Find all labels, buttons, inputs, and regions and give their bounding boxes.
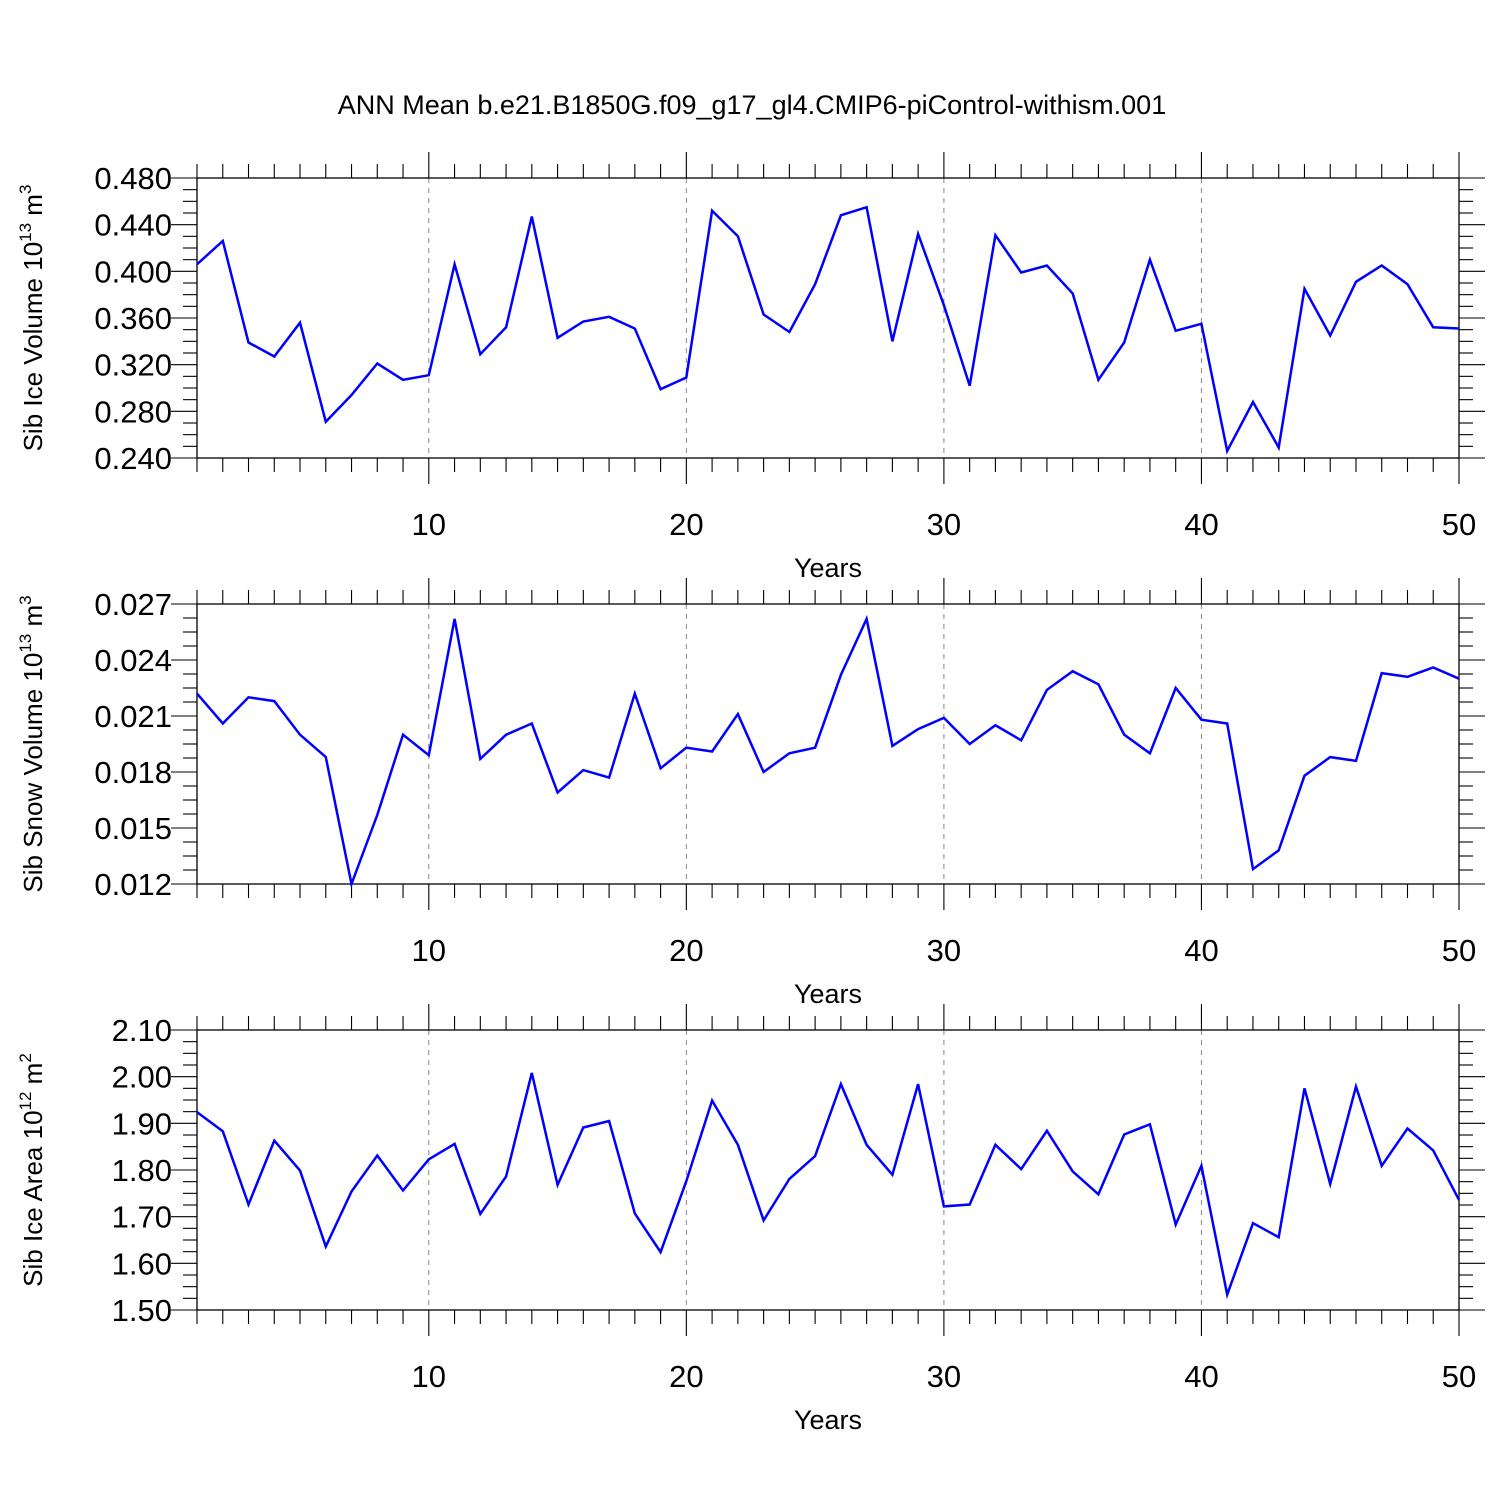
series-line (196, 1072, 1461, 1300)
x-tick-label: 50 (1442, 933, 1476, 968)
figure-title: ANN Mean b.e21.B1850G.f09_g17_gl4.CMIP6-… (338, 90, 1166, 120)
x-tick-label: 50 (1442, 507, 1476, 542)
x-axis-label: Years (794, 553, 862, 583)
x-tick-label: 20 (669, 933, 703, 968)
y-tick-label: 1.80 (112, 1153, 172, 1188)
x-axis-label: Years (794, 1405, 862, 1435)
panel-ice-area: 10 20 30 40 50 1.50 1.60 1.70 1.80 1.90 2.00 2.10 Ye… (16, 1004, 1485, 1435)
y-tick-label: 0.018 (94, 755, 172, 790)
series-line (196, 205, 1460, 455)
panel-snow-volume: 10 20 30 40 50 0.012 0.015 0.018 0.021 0.024 0.027… (16, 578, 1485, 1009)
plot-frame (196, 1029, 1460, 1311)
x-tick-label: 10 (412, 933, 446, 968)
y-tick-label: 2.10 (112, 1013, 172, 1048)
x-tick-label: 30 (927, 507, 961, 542)
y-tick-label: 1.70 (112, 1200, 172, 1235)
y-tick-label: 1.60 (112, 1246, 172, 1281)
x-tick-label: 30 (927, 1359, 961, 1394)
x-tick-label: 40 (1184, 933, 1218, 968)
y-tick-label: 0.360 (94, 301, 172, 336)
plot-frame (196, 177, 1460, 459)
y-tick-label: 0.024 (94, 643, 172, 678)
x-tick-label: 30 (927, 933, 961, 968)
series-line (196, 614, 1460, 889)
y-tick-label: 0.480 (94, 161, 172, 196)
y-tick-label: 0.015 (94, 811, 172, 846)
y-tick-label: 0.320 (94, 348, 172, 383)
y-axis-label: Sib Ice Volume 1013 m3 (16, 185, 48, 452)
y-tick-label: 0.240 (94, 441, 172, 476)
x-tick-label: 40 (1184, 1359, 1218, 1394)
y-tick-label: 1.90 (112, 1106, 172, 1141)
y-tick-label: 1.50 (112, 1293, 172, 1328)
x-tick-label: 20 (669, 507, 703, 542)
y-axis-label: Sib Snow Volume 1013 m3 (16, 595, 48, 892)
y-tick-label: 2.00 (112, 1060, 172, 1095)
x-tick-label: 10 (412, 507, 446, 542)
panel-ice-volume: 10 20 30 40 50 0.240 0.280 0.320 0.360 0.400 0.440… (16, 152, 1485, 583)
y-axis-label: Sib Ice Area 1012 m2 (16, 1053, 48, 1287)
y-tick-label: 0.027 (94, 587, 172, 622)
y-tick-label: 0.280 (94, 394, 172, 429)
x-tick-label: 50 (1442, 1359, 1476, 1394)
x-tick-label: 10 (412, 1359, 446, 1394)
y-tick-label: 0.400 (94, 254, 172, 289)
x-tick-label: 40 (1184, 507, 1218, 542)
y-tick-label: 0.012 (94, 867, 172, 902)
x-tick-label: 20 (669, 1359, 703, 1394)
plot-frame (196, 603, 1460, 885)
y-tick-label: 0.021 (94, 699, 172, 734)
x-axis-label: Years (794, 979, 862, 1009)
y-tick-label: 0.440 (94, 208, 172, 243)
